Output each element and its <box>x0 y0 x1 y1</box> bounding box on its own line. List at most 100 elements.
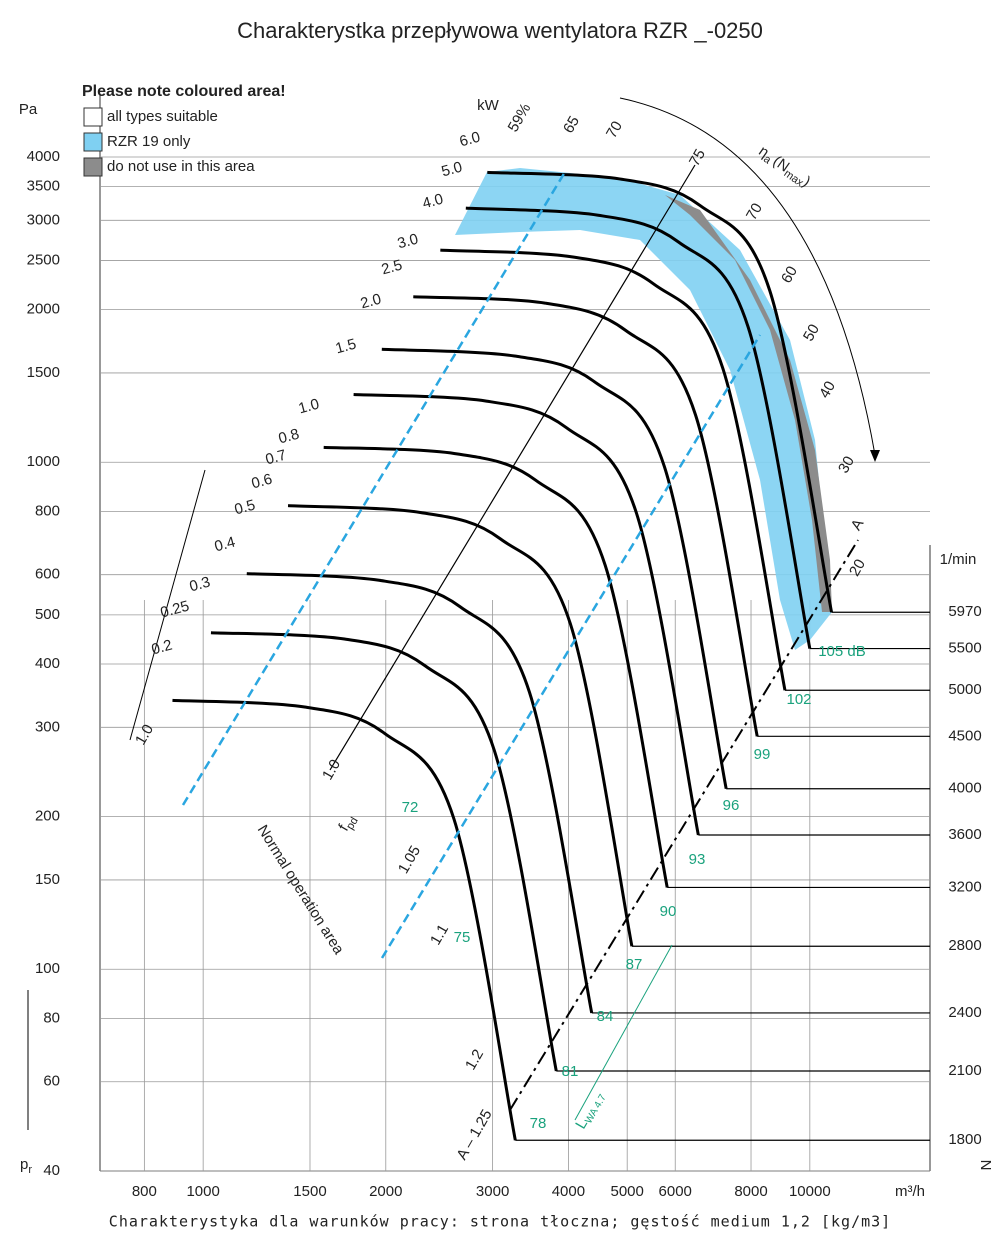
efficiency-label: 70 <box>603 118 626 141</box>
pd: pd <box>344 815 361 832</box>
power-label: 1.0 <box>297 396 322 418</box>
efficiency-label: 40 <box>816 378 839 401</box>
sound-label: 90 <box>660 903 677 920</box>
power-label: 0.3 <box>188 574 213 596</box>
operation-limit <box>181 171 567 806</box>
efficiency-label: 20 <box>846 556 869 579</box>
power-label: 0.2 <box>150 637 175 659</box>
efficiency-label: 75 <box>686 146 709 169</box>
fan-curve <box>287 504 634 947</box>
power-unit: kW <box>477 97 500 114</box>
legend-label: RZR 19 only <box>107 133 191 150</box>
rpm-label: 5500 <box>948 640 981 657</box>
y-tick-label: 200 <box>35 808 60 825</box>
p-sub: r <box>28 1164 32 1176</box>
x-tick-label: 1000 <box>186 1183 219 1200</box>
eff-arrow <box>619 97 876 456</box>
y-tick-label: 1000 <box>27 453 60 470</box>
rpm-label: 4500 <box>948 727 981 744</box>
footnote: Charakterystyka dla warunków pracy: stro… <box>109 1213 891 1231</box>
legend-swatch <box>83 157 103 177</box>
rpm-label: 3600 <box>948 826 981 843</box>
operation-label: Normal operation area <box>254 822 348 958</box>
chart-title: Charakterystka przepływowa wentylatora R… <box>237 18 763 43</box>
power-label: 2.0 <box>359 291 384 313</box>
sound-symbol: LWA 4.7 <box>572 1088 608 1133</box>
dynamic-label: 1.1 <box>427 921 452 948</box>
sound-label: 93 <box>689 851 706 868</box>
sound-label: 105 dB <box>818 643 866 660</box>
fan-curve <box>246 572 594 1014</box>
power-label: 2.5 <box>380 257 405 279</box>
speed-symbol: N <box>977 1160 994 1171</box>
y-tick-label: 4000 <box>27 148 60 165</box>
fan-curve <box>353 393 700 836</box>
dynamic-label: 1.0 <box>132 721 157 748</box>
sound-label: 102 <box>786 691 811 708</box>
sound-label: 96 <box>723 797 740 814</box>
rpm-unit: 1/min <box>940 551 977 568</box>
x-tick-label: 2000 <box>369 1183 402 1200</box>
y-axis-label: Pa <box>19 101 38 118</box>
fan-curve <box>465 206 812 649</box>
x-tick-label: 800 <box>132 1183 157 1200</box>
operation-limit <box>380 334 762 959</box>
y-tick-label: 150 <box>35 871 60 888</box>
rpm-label: 3200 <box>948 878 981 895</box>
fan-curve <box>172 698 517 1141</box>
efficiency-label: 30 <box>835 453 858 476</box>
legend-label: do not use in this area <box>107 158 255 175</box>
x-tick-label: 5000 <box>611 1183 644 1200</box>
y-tick-label: 800 <box>35 502 60 519</box>
legend-label: all types suitable <box>107 108 218 125</box>
y-tick-label: 2000 <box>27 301 60 318</box>
y-tick-label: 80 <box>43 1009 60 1026</box>
efficiency-label: 70 <box>743 200 766 223</box>
rpm-label: 2100 <box>948 1062 981 1079</box>
x-tick-label: 6000 <box>659 1183 692 1200</box>
x-tick-label: 10000 <box>789 1183 831 1200</box>
legend-title: Please note coloured area! <box>82 83 286 100</box>
y-tick-label: 100 <box>35 960 60 977</box>
dynamic-label: A <box>848 516 868 533</box>
efficiency-symbol: ηa(Nmax) <box>754 143 813 192</box>
y-tick-label: 40 <box>43 1162 60 1179</box>
sound-label: 99 <box>754 746 771 763</box>
x-tick-label: 1500 <box>293 1183 326 1200</box>
y-tick-label: 600 <box>35 566 60 583</box>
rpm-label: 2400 <box>948 1004 981 1021</box>
power-label: 4.0 <box>421 191 446 213</box>
forbidden-area <box>665 195 832 612</box>
p: p <box>20 1156 28 1173</box>
efficiency-label: 50 <box>800 321 823 344</box>
power-label: 0.25 <box>159 597 192 621</box>
efficiency-label: 59% <box>505 100 535 135</box>
dynamic-label: 1.05 <box>395 843 424 877</box>
rpm-label: 4000 <box>948 780 981 797</box>
sound-label: 78 <box>530 1115 547 1132</box>
sound-label: 72 <box>402 799 419 816</box>
dynamic-label: 1.0 <box>319 756 344 783</box>
fan-curve <box>487 170 834 613</box>
sound-label: 81 <box>562 1063 579 1080</box>
legend: all types suitable RZR 19 only do not use … <box>83 107 255 177</box>
l-sub: WA 4.7 <box>583 1092 609 1125</box>
x-tick-label: 3000 <box>476 1183 509 1200</box>
power-label: 3.0 <box>396 231 421 253</box>
fan-curve <box>440 248 787 691</box>
x-tick-label: 4000 <box>552 1183 585 1200</box>
rpm-label: 5970 <box>948 603 981 620</box>
fan-curve <box>323 445 669 888</box>
y-tick-label: 500 <box>35 606 60 623</box>
dynamic-label: A – 1.25 <box>453 1107 495 1163</box>
y-tick-label: 400 <box>35 655 60 672</box>
y-tick-label: 300 <box>35 718 60 735</box>
legend-swatch <box>83 132 103 152</box>
y-tick-label: 60 <box>43 1073 60 1090</box>
eff-axis <box>329 164 696 771</box>
dynamic-label: 1.2 <box>462 1046 487 1073</box>
rpm-label: 1800 <box>948 1131 981 1148</box>
power-label: 5.0 <box>440 159 465 181</box>
